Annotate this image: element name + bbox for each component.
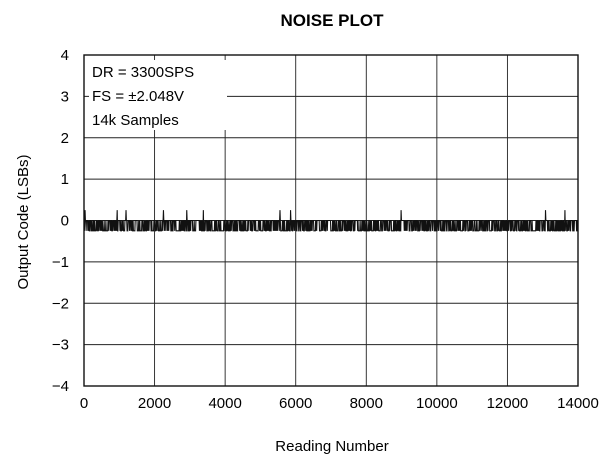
x-tick-label: 6000: [279, 395, 312, 412]
x-tick-label: 0: [80, 395, 88, 412]
x-axis-label: Reading Number: [275, 438, 388, 455]
annotation-data-rate: DR = 3300SPS: [92, 64, 194, 81]
x-tick-label: 10000: [416, 395, 458, 412]
y-tick-label: 4: [61, 47, 69, 64]
y-tick-label: 0: [61, 213, 69, 230]
y-tick-labels: 4 3 2 1 0 −1 −2 −3 −4: [52, 47, 69, 395]
chart-title: NOISE PLOT: [281, 11, 385, 30]
x-tick-label: 4000: [208, 395, 241, 412]
x-tick-label: 8000: [350, 395, 383, 412]
y-tick-label: 1: [61, 171, 69, 188]
annotation-full-scale: FS = ±2.048V: [92, 88, 184, 105]
x-tick-label: 14000: [557, 395, 599, 412]
plot-frame: [83, 54, 579, 387]
x-tick-label: 12000: [487, 395, 529, 412]
y-tick-label: −4: [52, 378, 69, 395]
y-axis-label: Output Code (LSBs): [15, 154, 32, 289]
x-tick-labels: 0 2000 4000 6000 8000 10000 12000 14000: [80, 395, 599, 412]
y-tick-label: −2: [52, 295, 69, 312]
y-tick-label: 2: [61, 130, 69, 147]
x-tick-label: 2000: [138, 395, 171, 412]
y-tick-label: 3: [61, 88, 69, 105]
noise-trace: [83, 210, 578, 232]
y-tick-label: −3: [52, 337, 69, 354]
noise-series: [83, 210, 578, 232]
annotation-sample-count: 14k Samples: [92, 112, 179, 129]
y-tick-label: −1: [52, 254, 69, 271]
annotation-box: [89, 60, 227, 130]
